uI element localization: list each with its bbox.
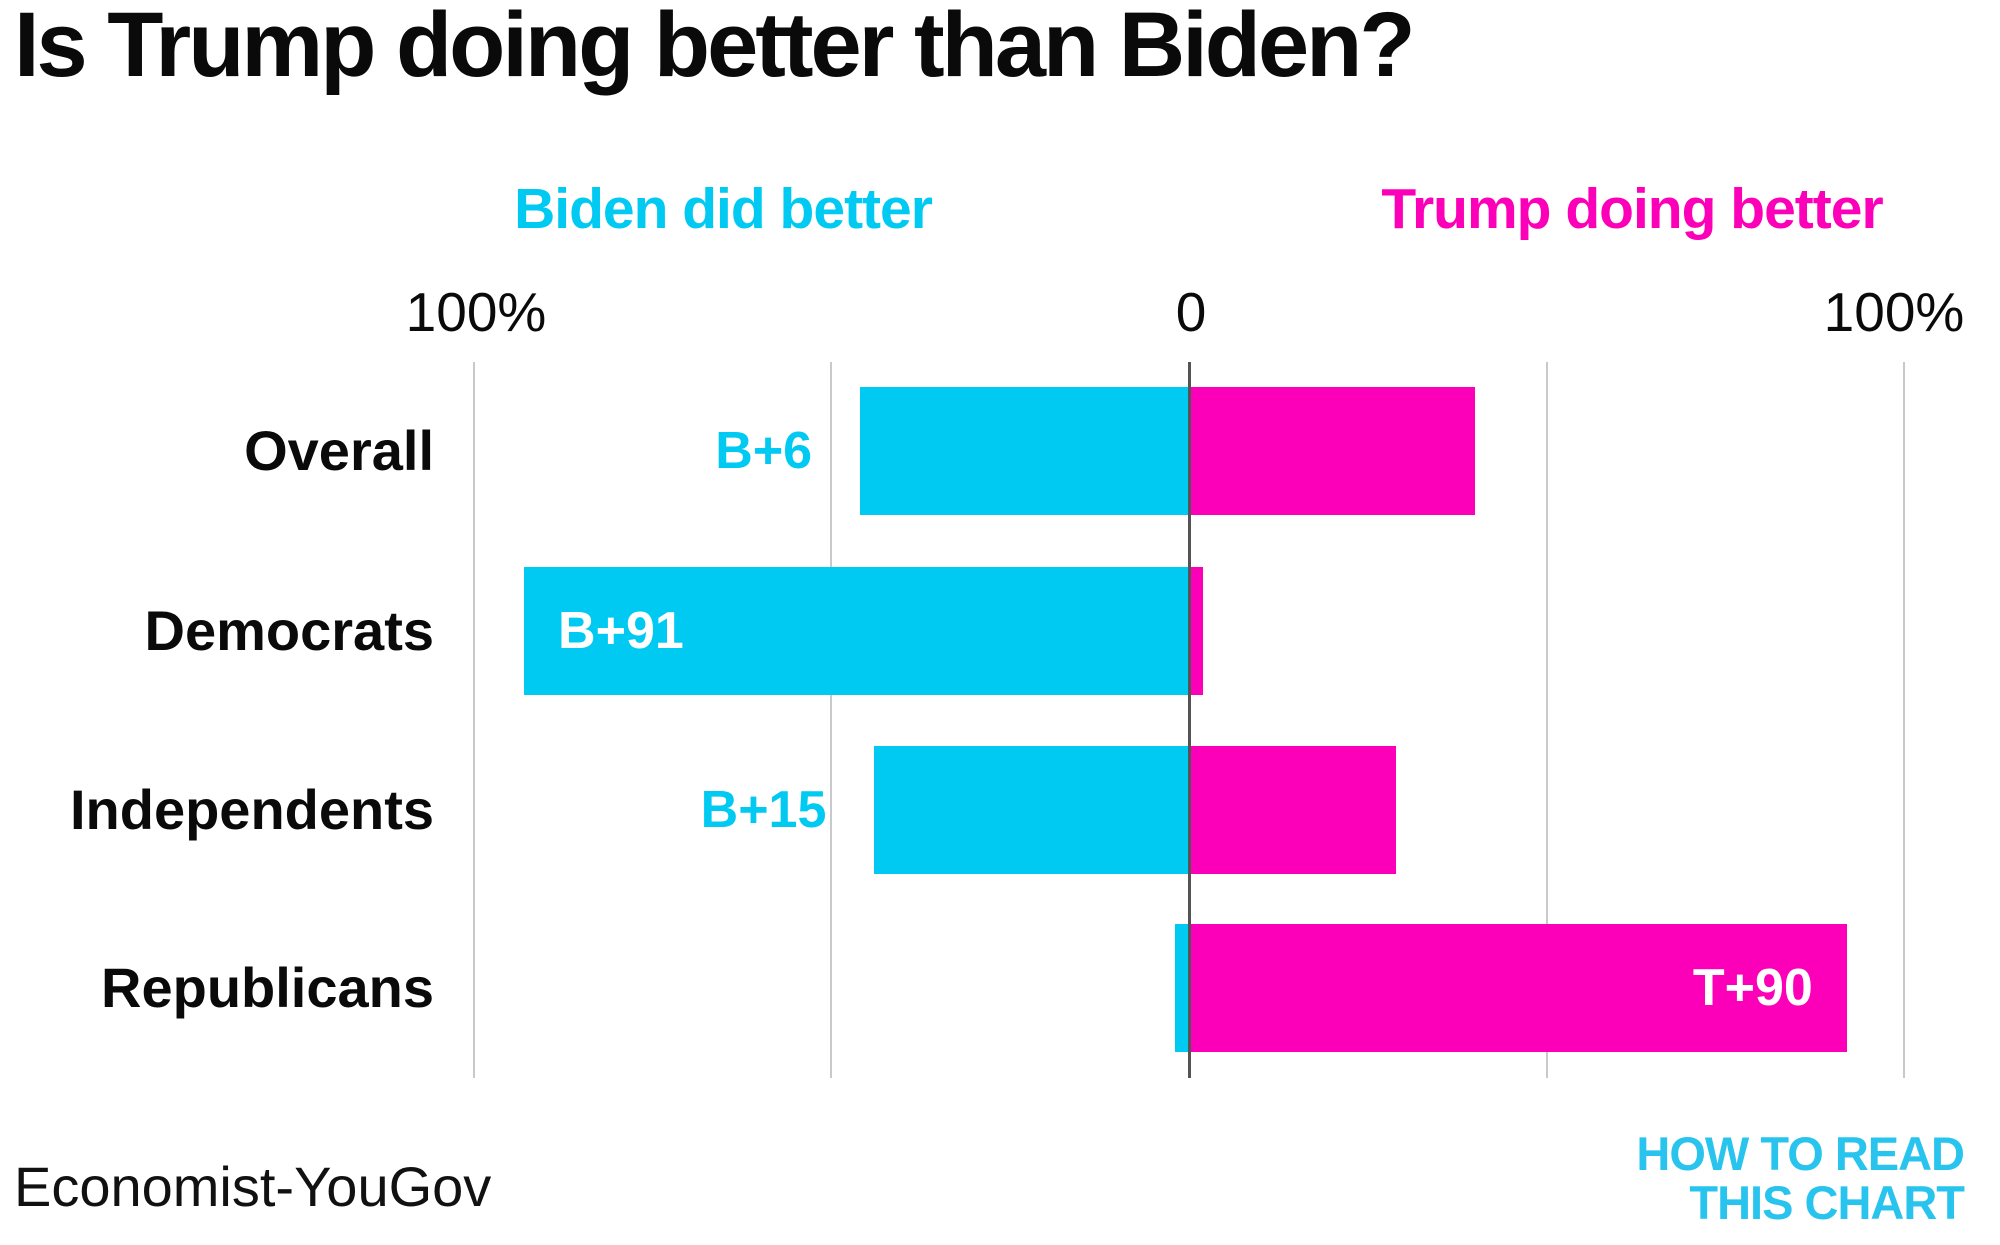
axis-tick-zero: 0 [1175,281,1207,343]
gridline [1546,362,1548,1078]
bar-biden [1174,924,1189,1052]
bar-biden [874,746,1189,874]
bar-trump [1189,924,1847,1052]
bar-trump [1189,567,1204,695]
logo-line-1: HOW TO READ [1636,1127,1965,1180]
how-to-read-this-chart-logo: HOW TO READ THIS CHART [1636,1127,1965,1229]
gridline [830,362,832,1078]
category-label: Overall [244,419,434,482]
legend-biden-label: Biden did better [514,177,933,241]
category-label: Independents [69,778,434,841]
source-credit: Economist-YouGov [14,1155,492,1218]
net-value-label: B+91 [558,602,684,660]
bar-trump [1189,387,1475,515]
legend-trump-label: Trump doing better [1381,177,1883,241]
gridline [1903,362,1905,1078]
logo-line-2: THIS CHART [1689,1175,1965,1229]
net-value-label: T+90 [1692,959,1813,1017]
bar-biden [860,387,1189,515]
chart-title: Is Trump doing better than Biden? [14,0,1416,96]
axis-zero-line [1187,362,1191,1078]
gridline [473,362,475,1078]
axis-tick-right: 100% [1823,281,1965,343]
net-value-label: B+6 [715,422,813,480]
bar-biden [524,567,1189,695]
bar-trump [1189,746,1397,874]
category-label: Democrats [144,599,434,662]
net-value-label: B+15 [700,781,827,839]
category-label: Republicans [101,956,434,1019]
axis-tick-left: 100% [405,281,547,343]
